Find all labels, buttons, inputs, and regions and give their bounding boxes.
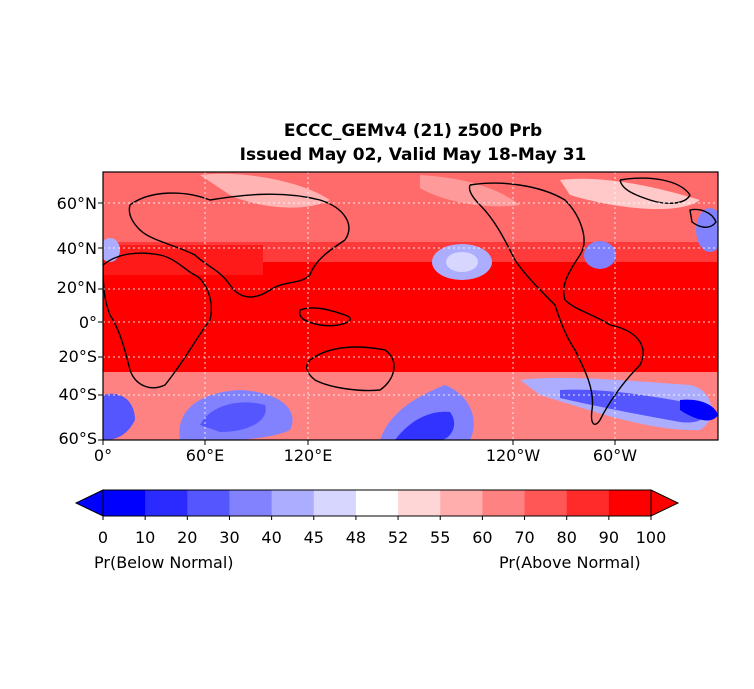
lon-label-60w: 60°W	[592, 446, 638, 465]
map-title-line-2: Issued May 02, Valid May 18-May 31	[239, 145, 587, 165]
colorbar-frame	[102, 489, 652, 517]
colorbar-cell	[566, 490, 610, 516]
colorbar-tick-label: 100	[635, 528, 667, 547]
colorbar-cell	[229, 490, 273, 516]
north-pale-patches	[200, 173, 330, 208]
lat-label-60n: 60°N	[56, 194, 97, 213]
below-normal-label: Pr(Below Normal)	[94, 553, 234, 572]
colorbar-tick-label: 48	[345, 528, 367, 547]
map-frame	[102, 171, 719, 441]
colorbar-cell	[187, 490, 230, 516]
coastlines	[103, 177, 717, 426]
colorbar-cell	[145, 490, 188, 516]
colorbar-cell	[608, 490, 652, 516]
lat-label-40n: 40°N	[56, 239, 97, 258]
colorbar-right-arrow	[650, 489, 680, 517]
lon-label-120e: 120°E	[283, 446, 333, 465]
colorbar-cell	[482, 490, 526, 516]
colorbar-left-arrow	[74, 489, 104, 517]
colorbar-tick-label: 52	[387, 528, 409, 547]
lat-label-20s: 20°S	[58, 347, 97, 366]
colorbar-tick-label: 80	[556, 528, 577, 547]
colorbar-cell	[313, 490, 357, 516]
colorbar-tick-label: 40	[261, 528, 282, 547]
lat-label-60s: 60°S	[58, 429, 97, 448]
colorbar-tick-label: 60	[472, 528, 493, 547]
colorbar-cell	[271, 490, 315, 516]
map-title-line-1: ECCC_GEMv4 (21) z500 Prb	[283, 121, 543, 141]
lat-label-0: 0°	[78, 313, 97, 332]
lat-label-20n: 20°N	[56, 278, 97, 297]
colorbar-tick-label: 55	[430, 528, 451, 547]
colorbar-tick-label: 70	[514, 528, 535, 547]
colorbar-cell	[398, 490, 441, 516]
lon-label-0: 0°	[93, 446, 113, 465]
colorbar-tick-label: 20	[177, 528, 198, 547]
south-atlantic-blue	[103, 393, 135, 440]
lon-label-60e: 60°E	[185, 446, 225, 465]
lat-label-40s: 40°S	[58, 385, 97, 404]
colorbar-tick-label: 0	[97, 528, 109, 547]
colorbar-tick-label: 90	[598, 528, 620, 547]
colorbar-tick-label: 10	[134, 528, 156, 547]
colorbar-cell	[355, 490, 399, 516]
colorbar-cell	[524, 490, 568, 516]
above-normal-label: Pr(Above Normal)	[499, 553, 641, 572]
colorbar-cell	[103, 490, 146, 516]
colorbar-cell	[440, 490, 483, 516]
colorbar-tick-label: 30	[219, 528, 240, 547]
colorbar-tick-label: 45	[303, 528, 324, 547]
lon-label-120w: 120°W	[485, 446, 541, 465]
